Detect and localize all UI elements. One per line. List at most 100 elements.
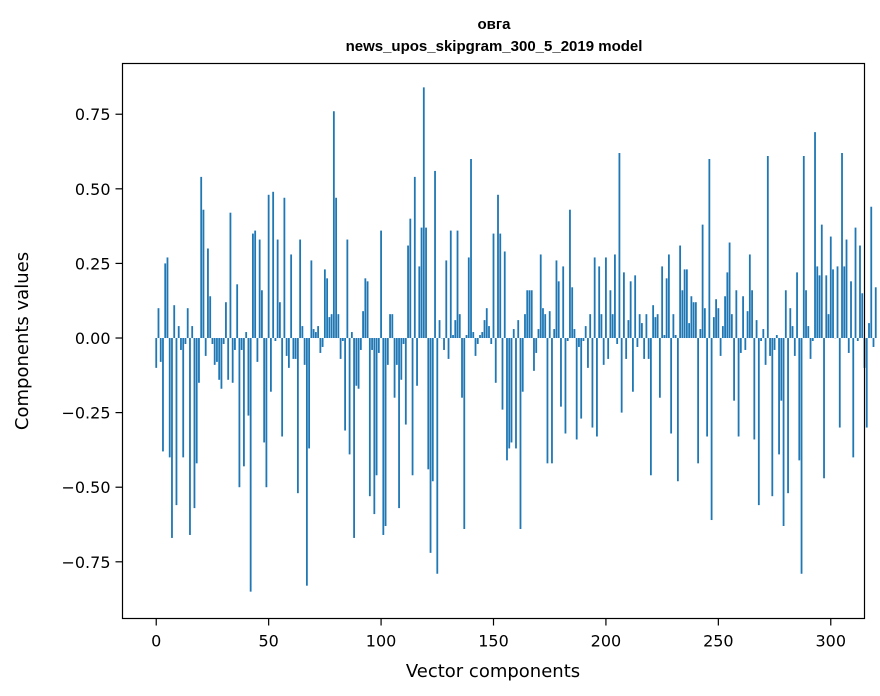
bar-35 — [234, 338, 236, 350]
bar-248 — [712, 317, 715, 339]
bar-162 — [519, 338, 522, 529]
bar-0 — [155, 338, 158, 368]
bar-289 — [805, 290, 807, 339]
bar-133 — [454, 320, 457, 339]
bar-117 — [418, 266, 421, 339]
y-tick-label: 0.00 — [75, 329, 111, 348]
bar-160 — [515, 338, 517, 449]
bar-101 — [382, 338, 385, 535]
bar-70 — [312, 329, 315, 339]
bar-310 — [852, 338, 855, 458]
bar-137 — [463, 338, 466, 529]
bar-208 — [623, 272, 625, 339]
bar-39 — [243, 338, 245, 467]
bar-245 — [706, 338, 709, 437]
bar-175 — [548, 311, 551, 339]
bar-207 — [620, 338, 623, 413]
bar-69 — [310, 260, 313, 339]
bar-118 — [420, 227, 423, 339]
bar-149 — [490, 338, 493, 344]
bar-284 — [793, 338, 796, 356]
bar-37 — [238, 338, 241, 488]
bar-246 — [708, 158, 711, 339]
bar-309 — [850, 281, 852, 339]
bar-180 — [560, 338, 562, 407]
bar-96 — [371, 338, 373, 350]
bar-90 — [357, 338, 360, 389]
bar-243 — [701, 224, 704, 339]
bar-192 — [587, 338, 589, 368]
bar-144 — [479, 335, 481, 339]
bar-259 — [737, 338, 740, 437]
bar-251 — [719, 338, 722, 356]
bar-173 — [544, 314, 547, 339]
bar-234 — [681, 290, 684, 339]
bar-290 — [807, 326, 810, 339]
bar-174 — [546, 338, 549, 464]
bar-305 — [841, 153, 843, 339]
bar-49 — [265, 338, 268, 488]
bar-104 — [389, 314, 391, 339]
bar-197 — [598, 266, 601, 339]
bar-199 — [602, 338, 605, 365]
bar-280 — [784, 290, 787, 339]
bar-12 — [182, 338, 185, 458]
bar-182 — [564, 338, 567, 434]
bar-111 — [404, 338, 407, 425]
x-tick-label: 150 — [478, 632, 509, 651]
bar-172 — [542, 308, 544, 339]
bar-238 — [690, 296, 693, 339]
bar-231 — [674, 335, 677, 339]
bar-297 — [823, 338, 825, 479]
bar-130 — [447, 338, 450, 359]
bar-51 — [270, 338, 272, 392]
bar-48 — [263, 338, 266, 443]
bar-211 — [629, 281, 632, 339]
bar-256 — [730, 314, 733, 339]
bar-11 — [180, 338, 182, 350]
bar-78 — [330, 314, 333, 339]
bar-281 — [787, 338, 789, 494]
bar-242 — [699, 329, 702, 339]
bar-142 — [474, 338, 477, 356]
bar-307 — [845, 239, 848, 339]
bar-3 — [162, 338, 164, 452]
bar-32 — [227, 338, 230, 380]
bar-306 — [843, 266, 846, 339]
bar-265 — [751, 290, 753, 339]
bar-71 — [314, 332, 317, 339]
bar-30 — [222, 338, 225, 344]
bar-44 — [254, 230, 257, 339]
bar-16 — [191, 326, 194, 339]
bar-99 — [377, 338, 380, 353]
bar-270 — [762, 329, 765, 339]
bar-103 — [386, 338, 389, 365]
bar-38 — [240, 338, 243, 350]
bar-59 — [287, 338, 290, 368]
bar-153 — [499, 233, 502, 339]
bar-140 — [470, 158, 472, 339]
bar-87 — [350, 332, 353, 339]
bar-275 — [773, 338, 776, 350]
bar-228 — [667, 254, 670, 339]
bar-227 — [665, 278, 668, 339]
bar-300 — [829, 236, 832, 339]
bar-229 — [670, 338, 673, 434]
bar-165 — [526, 290, 529, 339]
bar-298 — [825, 275, 828, 339]
bar-19 — [198, 338, 200, 383]
bar-163 — [521, 338, 524, 392]
bar-43 — [252, 233, 254, 339]
bar-176 — [551, 338, 553, 464]
bar-45 — [256, 338, 259, 362]
bar-14 — [186, 308, 189, 339]
bar-2 — [159, 338, 162, 362]
bar-93 — [364, 278, 367, 339]
bar-156 — [506, 338, 508, 461]
bar-184 — [569, 209, 571, 339]
x-tick-label: 250 — [703, 632, 734, 651]
bar-253 — [724, 296, 726, 339]
bar-66 — [303, 338, 306, 365]
bar-312 — [856, 338, 859, 341]
bar-106 — [393, 338, 396, 398]
